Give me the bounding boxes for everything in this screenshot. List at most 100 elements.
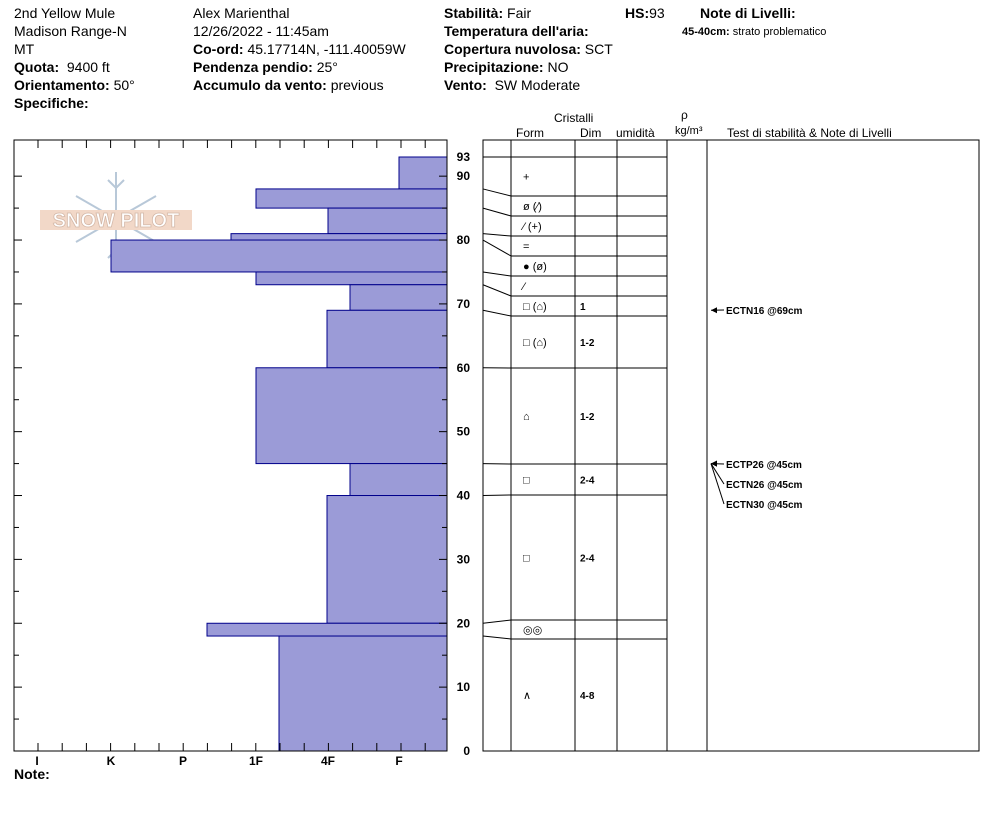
hardness-bar xyxy=(255,188,448,209)
hs-row: HS:93 xyxy=(625,5,665,21)
crystal-form: = xyxy=(523,241,529,253)
stability-test-label: ECTN26 @45cm xyxy=(726,480,803,491)
range-name: Madison Range-N xyxy=(14,23,127,39)
crystals-header: Cristalli xyxy=(554,111,594,125)
grain-size: 2-4 xyxy=(580,476,595,487)
snowpilot-logo: SNOW PILOT xyxy=(40,172,192,266)
stability-row: Stabilità: Fair xyxy=(444,5,532,21)
test-pointer xyxy=(710,463,725,485)
layer-connector xyxy=(482,284,512,297)
x-category-label: I xyxy=(35,754,38,768)
layer-note: 45-40cm: strato problematico xyxy=(682,26,827,38)
test-arrow xyxy=(711,460,717,467)
hardness-bar xyxy=(349,463,448,497)
test-arrow xyxy=(711,307,717,314)
y-tick-label: 50 xyxy=(457,425,471,439)
y-tick-label: 10 xyxy=(457,680,471,694)
layer-connector xyxy=(482,239,512,257)
y-tick-label: 60 xyxy=(457,361,471,375)
y-tick-label: 20 xyxy=(457,616,471,630)
layer-connector xyxy=(482,619,512,624)
grain-size: 1-2 xyxy=(580,338,595,349)
grain-size: 2-4 xyxy=(580,554,595,565)
logo-text: SNOW PILOT xyxy=(53,210,180,232)
x-category-label: F xyxy=(395,754,402,768)
grain-size: 4-8 xyxy=(580,691,595,702)
air-temp-row: Temperatura dell'aria: xyxy=(444,23,589,39)
dim-header: Dim xyxy=(580,126,602,140)
crystal-form: ◎◎ xyxy=(523,625,542,637)
observer-name: Alex Marienthal xyxy=(193,5,290,21)
header-site-info: 2nd Yellow Mule Madison Range-N MT Quota… xyxy=(14,4,135,112)
tests-header: Test di stabilità & Note di Livelli xyxy=(727,126,892,140)
cloud-row: Copertura nuvolosa: SCT xyxy=(444,41,613,57)
hardness-bar xyxy=(255,367,448,465)
hardness-bar xyxy=(230,233,448,241)
stability-test-label: ECTP26 @45cm xyxy=(726,460,802,471)
crystal-form: ● (ø) xyxy=(523,261,547,273)
header-weather-info: Stabilità: Fair Temperatura dell'aria: C… xyxy=(444,4,613,94)
layer-connector xyxy=(482,233,512,237)
crystal-form: ⁄ (+) xyxy=(520,221,542,233)
x-category-label: 1F xyxy=(249,754,263,768)
layer-table-frame xyxy=(482,139,980,752)
crystal-form: ∧ xyxy=(523,690,531,702)
observation-datetime: 12/26/2022 - 11:45am xyxy=(193,23,329,39)
x-category-label: 4F xyxy=(321,754,335,768)
y-tick-label: 0 xyxy=(463,744,470,758)
layer-connector xyxy=(482,494,512,497)
header-observer-info: Alex Marienthal 12/26/2022 - 11:45am Co-… xyxy=(193,4,406,94)
note-label: Note: xyxy=(14,766,50,782)
x-category-label: K xyxy=(107,754,116,768)
aspect-row: Orientamento: 50° xyxy=(14,77,135,93)
crystal-form: ø (⁄) xyxy=(523,201,542,213)
grain-size: 1 xyxy=(580,302,586,313)
y-tick-label: 40 xyxy=(457,489,471,503)
y-tick-label: 30 xyxy=(457,552,471,566)
x-category-label: P xyxy=(179,754,187,768)
hardness-bar xyxy=(398,156,448,190)
hardness-bar xyxy=(326,495,448,624)
density-symbol: ρ xyxy=(681,108,688,122)
layer-connector xyxy=(482,271,512,277)
layer-connector xyxy=(482,309,512,317)
slope-row: Pendenza pendio: 25° xyxy=(193,59,338,75)
precip-row: Precipitazione: NO xyxy=(444,59,569,75)
density-unit: kg/m³ xyxy=(675,125,703,137)
hardness-bar xyxy=(110,239,448,273)
crystal-form: □ xyxy=(523,553,530,565)
hardness-bar xyxy=(255,271,448,286)
hardness-plot-frame xyxy=(13,139,448,752)
hardness-bar xyxy=(278,635,448,752)
hardness-bar xyxy=(327,207,448,235)
crystal-form: □ (⌂) xyxy=(523,337,547,349)
layer-connector xyxy=(482,188,512,197)
location-name: 2nd Yellow Mule xyxy=(14,5,116,21)
test-pointer xyxy=(710,463,725,505)
stability-test-label: ECTN16 @69cm xyxy=(726,306,803,317)
hardness-bar xyxy=(349,284,448,311)
crystal-form: + xyxy=(523,172,529,184)
form-header: Form xyxy=(516,126,544,140)
y-tick-label: 93 xyxy=(457,150,471,164)
crystal-form: ⌂ xyxy=(523,411,530,423)
layer-notes-title: Note di Livelli: xyxy=(700,5,796,21)
grain-size: 1-2 xyxy=(580,412,595,423)
moisture-header: umidità xyxy=(616,126,655,140)
hardness-bar xyxy=(206,622,448,637)
crystal-form: □ (⌂) xyxy=(523,301,547,313)
specifics-row: Specifiche: xyxy=(14,95,89,111)
y-tick-label: 70 xyxy=(457,297,471,311)
layer-connector xyxy=(482,635,512,640)
y-tick-label: 80 xyxy=(457,233,471,247)
y-tick-label: 90 xyxy=(457,169,471,183)
stability-test-label: ECTN30 @45cm xyxy=(726,500,803,511)
hardness-bar xyxy=(326,309,448,369)
coordinates-row: Co-ord: 45.17714N, -111.40059W xyxy=(193,41,406,57)
wind-loading-row: Accumulo da vento: previous xyxy=(193,77,384,93)
crystal-form: □ xyxy=(523,475,530,487)
wind-row: Vento: SW Moderate xyxy=(444,77,581,93)
crystal-form: ⁄ xyxy=(520,281,527,293)
layer-connector xyxy=(482,207,512,217)
